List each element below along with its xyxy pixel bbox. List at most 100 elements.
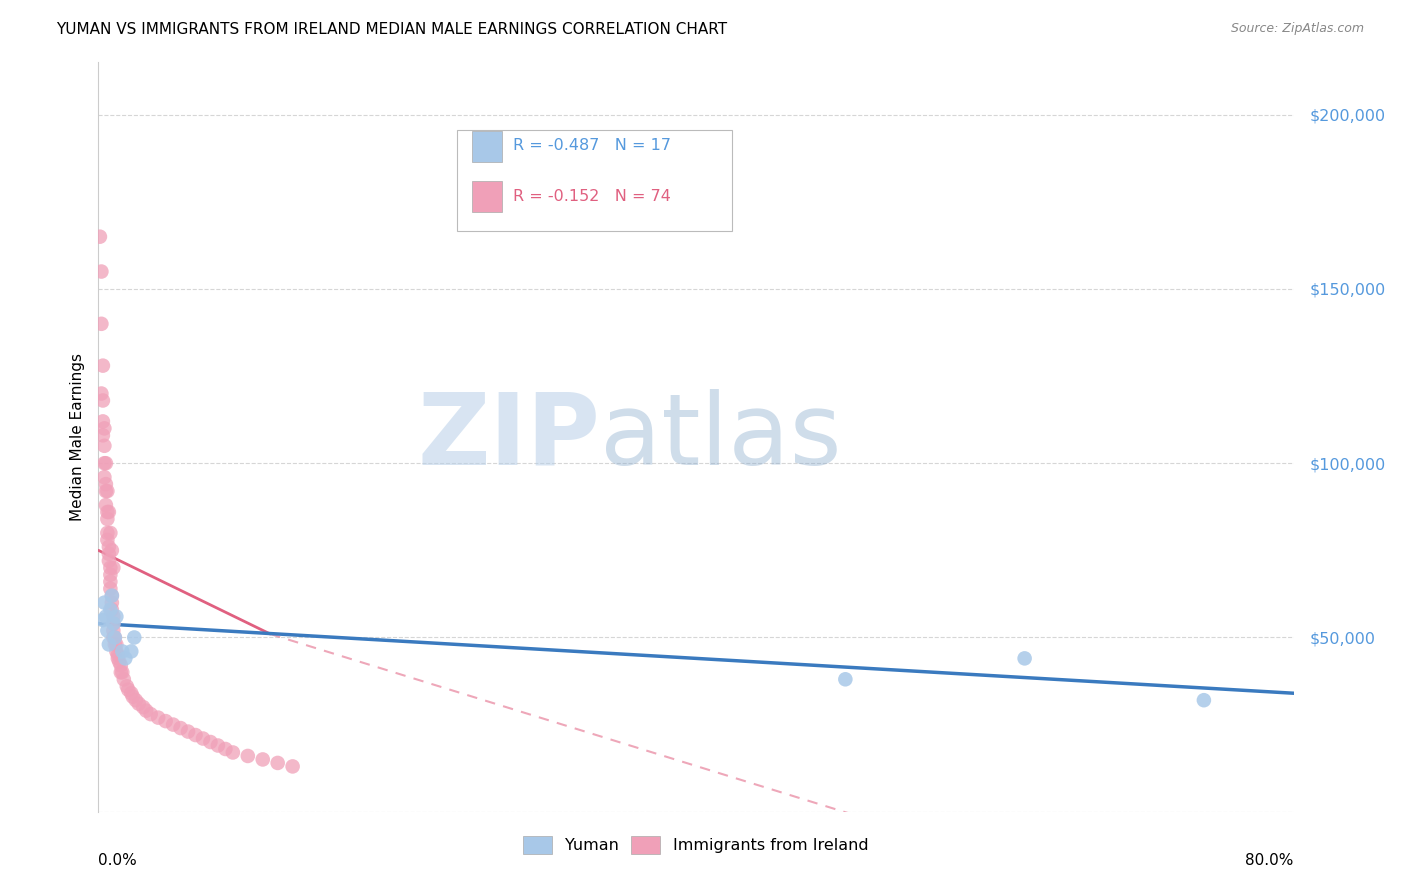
Point: [177, 724, 200, 739]
Point: [96, 484, 118, 499]
Point: [101, 589, 124, 603]
Text: Source: ZipAtlas.com: Source: ZipAtlas.com: [1230, 22, 1364, 36]
Point: [90, 317, 112, 331]
Point: [97, 637, 120, 651]
Point: [91, 414, 114, 428]
Point: [834, 673, 856, 687]
Point: [1014, 651, 1036, 665]
Point: [97, 505, 120, 519]
Point: [101, 596, 124, 610]
Text: 0.0%: 0.0%: [98, 853, 138, 868]
Point: [89, 229, 111, 244]
Point: [91, 393, 114, 408]
Point: [90, 386, 112, 401]
Text: R = -0.152   N = 74: R = -0.152 N = 74: [513, 189, 671, 204]
Point: [111, 644, 134, 658]
Point: [110, 665, 132, 680]
Point: [148, 711, 170, 725]
Point: [105, 644, 128, 658]
Legend: Yuman, Immigrants from Ireland: Yuman, Immigrants from Ireland: [517, 830, 875, 860]
Point: [97, 547, 120, 561]
Point: [1192, 693, 1215, 707]
Point: [93, 470, 115, 484]
Point: [98, 561, 122, 575]
Point: [91, 428, 114, 442]
Point: [120, 686, 142, 700]
Point: [103, 624, 125, 638]
Point: [98, 602, 122, 616]
Point: [93, 439, 115, 453]
Point: [90, 264, 112, 278]
Point: [121, 690, 143, 704]
Point: [104, 631, 127, 645]
Point: [128, 697, 150, 711]
Point: [94, 498, 117, 512]
Point: [91, 359, 114, 373]
Point: [98, 574, 122, 589]
Text: YUMAN VS IMMIGRANTS FROM IRELAND MEDIAN MALE EARNINGS CORRELATION CHART: YUMAN VS IMMIGRANTS FROM IRELAND MEDIAN …: [56, 22, 727, 37]
Text: atlas: atlas: [600, 389, 842, 485]
Point: [103, 609, 125, 624]
Text: 80.0%: 80.0%: [1246, 853, 1294, 868]
Point: [107, 648, 129, 662]
Point: [96, 525, 118, 540]
Point: [96, 505, 118, 519]
Point: [117, 682, 139, 697]
Y-axis label: Median Male Earnings: Median Male Earnings: [69, 353, 84, 521]
FancyBboxPatch shape: [457, 130, 733, 231]
Point: [96, 533, 118, 547]
Point: [103, 616, 125, 631]
Point: [101, 602, 124, 616]
Point: [124, 631, 146, 645]
Point: [112, 673, 135, 687]
Text: R = -0.487   N = 17: R = -0.487 N = 17: [513, 138, 671, 153]
Point: [96, 624, 118, 638]
Point: [97, 554, 120, 568]
Point: [93, 421, 115, 435]
Point: [103, 561, 125, 575]
Point: [98, 567, 122, 582]
Point: [104, 631, 127, 645]
Point: [93, 596, 115, 610]
Point: [98, 582, 122, 596]
Point: [120, 644, 142, 658]
Point: [267, 756, 290, 770]
Point: [214, 742, 236, 756]
Point: [139, 707, 162, 722]
Point: [252, 752, 274, 766]
Point: [107, 651, 129, 665]
Point: [105, 637, 128, 651]
Point: [96, 512, 118, 526]
Point: [94, 484, 117, 499]
Point: [103, 616, 125, 631]
Point: [191, 731, 214, 746]
Point: [94, 609, 117, 624]
Point: [111, 665, 134, 680]
Point: [105, 609, 128, 624]
Point: [97, 540, 120, 554]
Point: [98, 525, 122, 540]
Point: [94, 456, 117, 470]
Point: [101, 543, 124, 558]
Bar: [472, 181, 502, 212]
Point: [236, 748, 259, 763]
Point: [169, 721, 191, 735]
Point: [114, 651, 136, 665]
Point: [91, 613, 114, 627]
Point: [184, 728, 207, 742]
Point: [162, 717, 184, 731]
Point: [207, 739, 229, 753]
Point: [222, 746, 245, 760]
Bar: [472, 130, 502, 162]
Point: [101, 589, 124, 603]
Point: [103, 631, 125, 645]
Text: ZIP: ZIP: [418, 389, 600, 485]
Point: [281, 759, 304, 773]
Point: [108, 655, 131, 669]
Point: [93, 456, 115, 470]
Point: [132, 700, 155, 714]
Point: [94, 477, 117, 491]
Point: [125, 693, 148, 707]
Point: [110, 658, 132, 673]
Point: [135, 704, 157, 718]
